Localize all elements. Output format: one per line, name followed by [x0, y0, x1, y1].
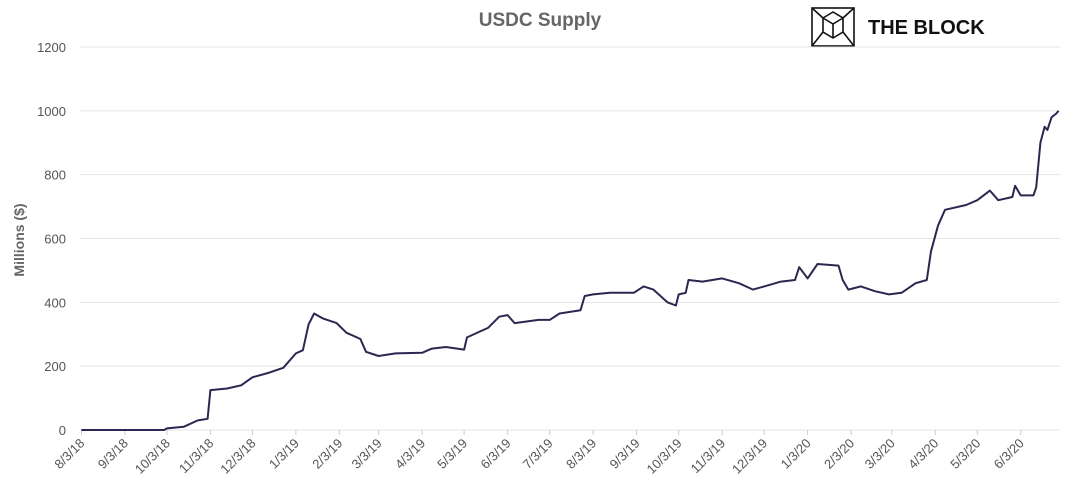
logo: [811, 7, 855, 47]
line: [81, 110, 1060, 431]
x-tick-label: 8/3/18: [51, 436, 87, 472]
x-tick-label: 6/3/19: [478, 436, 514, 472]
x-tick-label: 12/3/19: [729, 436, 770, 477]
x-tick-label: 5/3/19: [434, 436, 470, 472]
x-tick-label: 2/3/20: [821, 436, 857, 472]
x-tick-label: 1/3/19: [266, 436, 302, 472]
x-tick-label: 5/3/20: [947, 436, 983, 472]
logo-cube: [811, 7, 855, 47]
x-tick-label: 12/3/18: [217, 436, 258, 477]
x-tick-label: 10/3/19: [643, 436, 684, 477]
x-tick-label: 10/3/18: [132, 436, 173, 477]
y-tick-label: 200: [44, 359, 66, 374]
x-tick-label: 1/3/20: [778, 436, 814, 472]
y-tick-label: 600: [44, 232, 66, 247]
x-tick-label: 4/3/19: [392, 436, 428, 472]
x-tick-label: 9/3/19: [607, 436, 643, 472]
y-axis-label: Millions ($): [11, 203, 27, 276]
y-tick-label: 800: [44, 168, 66, 183]
x-tick-label: 4/3/20: [905, 436, 941, 472]
y-tick-label: 0: [59, 423, 66, 438]
x-tick-label: 3/3/19: [349, 436, 385, 472]
x-tick-label: 7/3/19: [520, 436, 556, 472]
y-tick-label: 1000: [37, 104, 66, 119]
chart-title: USDC Supply: [479, 10, 602, 31]
brand: THE BLOCK: [868, 17, 985, 39]
x-tick-label: 9/3/18: [95, 436, 131, 472]
x-tick-label: 2/3/19: [309, 436, 345, 472]
x-tick-label: 8/3/19: [563, 436, 599, 472]
x-tick-label: 11/3/18: [176, 436, 217, 477]
logo-box: [811, 7, 855, 47]
x-tick-label: 6/3/20: [991, 436, 1027, 472]
y-tick-label: 1200: [37, 40, 66, 55]
y-tick-label: 400: [44, 295, 66, 310]
x-tick-label: 11/3/19: [688, 436, 729, 477]
x-tick-label: 3/3/20: [862, 436, 898, 472]
